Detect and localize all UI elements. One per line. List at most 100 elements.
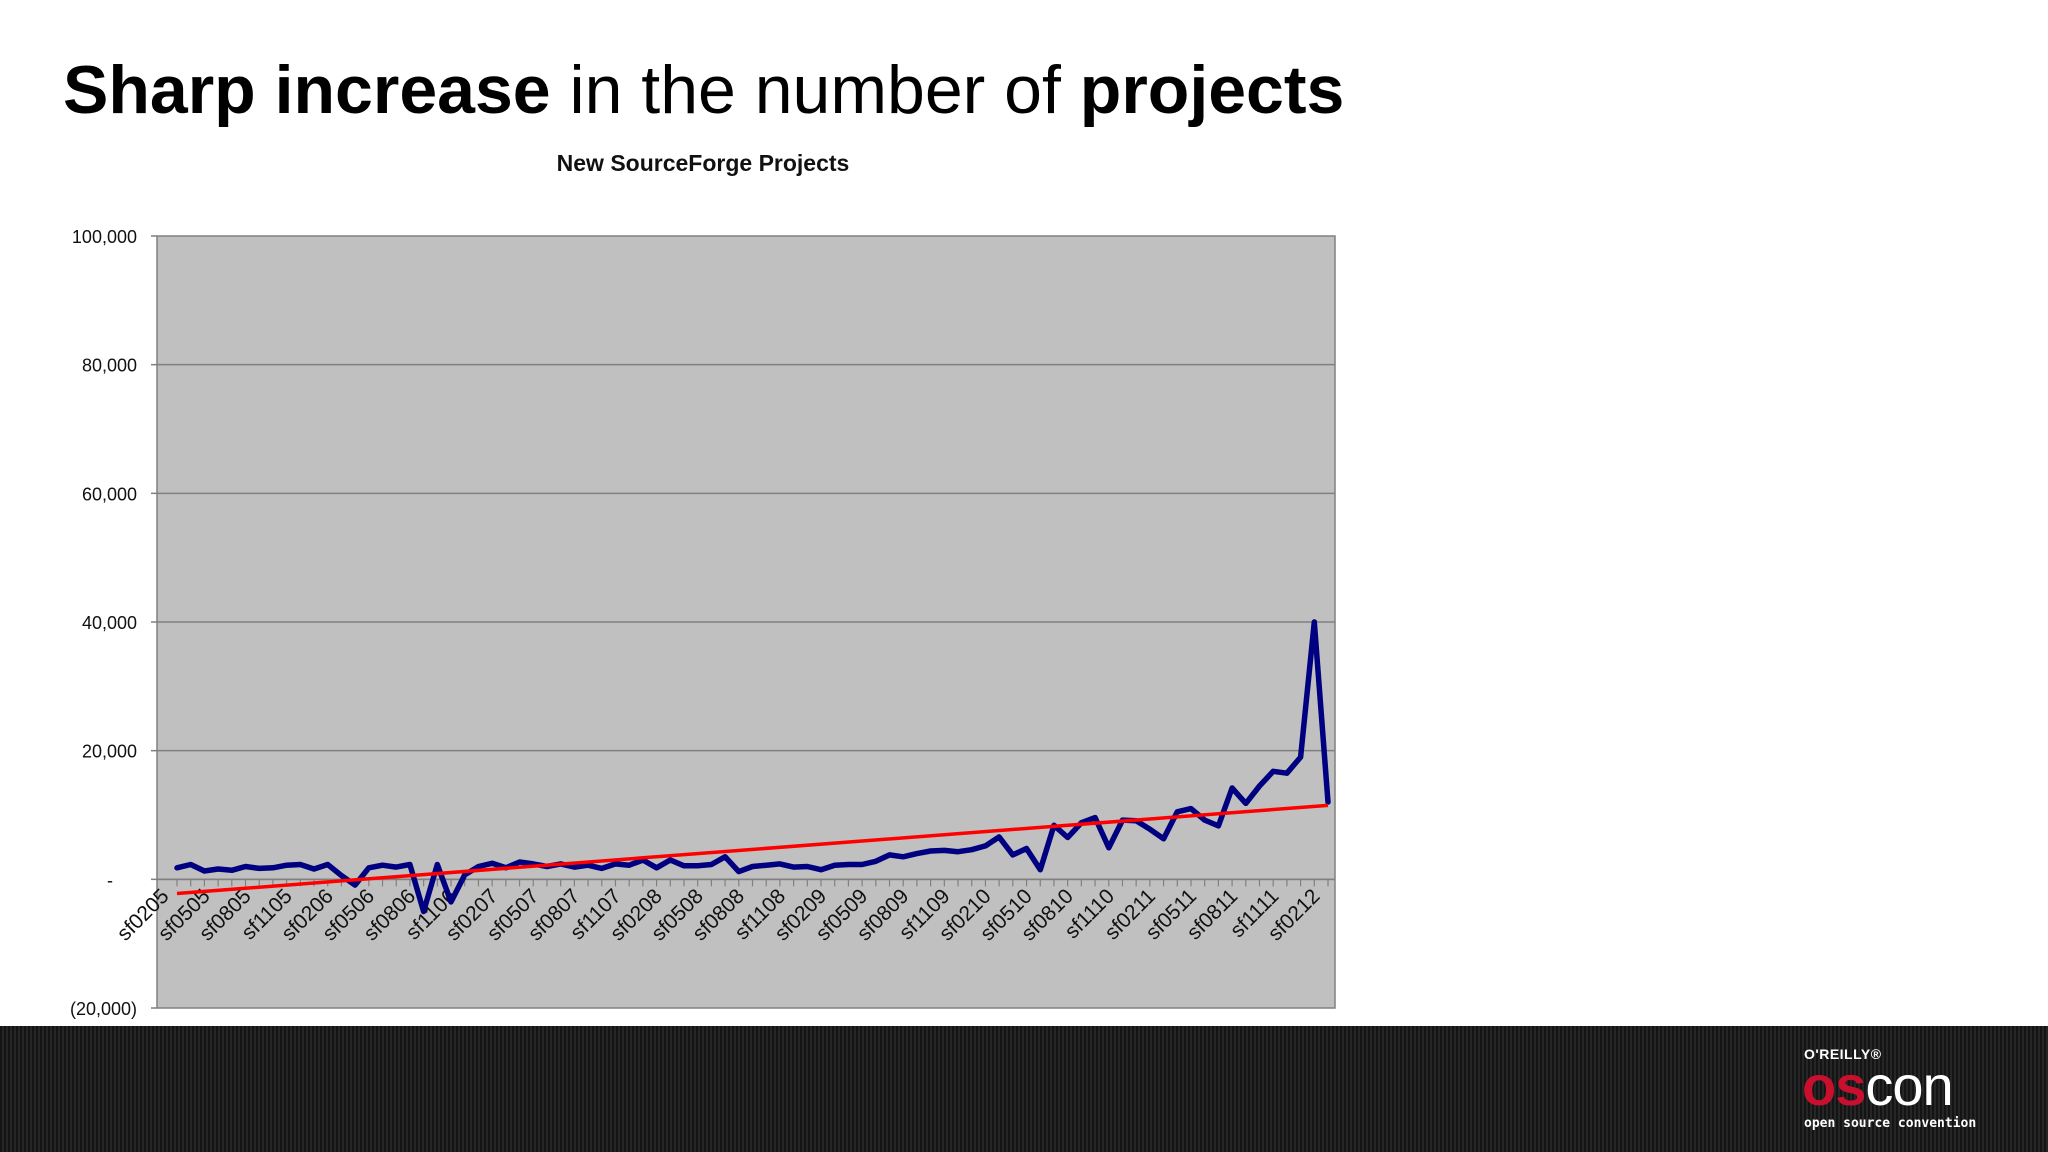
data-point bbox=[573, 866, 576, 868]
series-layer bbox=[174, 619, 1331, 915]
data-point bbox=[929, 850, 932, 852]
data-point bbox=[957, 850, 959, 853]
data-point bbox=[326, 863, 329, 866]
y-tick-label: 80,000 bbox=[82, 356, 137, 376]
data-point bbox=[1245, 802, 1247, 805]
y-axis: 100,000 80,000 60,000 40,000 20,000 - (20,000) bbox=[70, 227, 157, 1019]
data-point bbox=[888, 854, 891, 856]
logo-con: con bbox=[1865, 1054, 1953, 1117]
sourceforge-projects-chart: New SourceForge Projects 100,000 80,000 60… bbox=[70, 150, 1336, 1019]
data-point bbox=[628, 864, 630, 866]
data-point bbox=[203, 870, 206, 872]
data-point bbox=[998, 836, 1000, 838]
data-point bbox=[176, 867, 178, 869]
data-point bbox=[738, 870, 740, 873]
data-point bbox=[820, 868, 822, 871]
data-point bbox=[313, 868, 315, 870]
data-point bbox=[231, 869, 233, 872]
data-point bbox=[902, 856, 904, 858]
data-point bbox=[1039, 868, 1042, 871]
data-point bbox=[1203, 819, 1206, 821]
slide-title: Sharp increase in the number of projects bbox=[63, 42, 1344, 138]
data-point bbox=[1162, 838, 1165, 840]
oscon-wordmark: oscon bbox=[1802, 1054, 1954, 1117]
data-point bbox=[285, 864, 288, 866]
y-tick-label: 60,000 bbox=[82, 484, 137, 504]
data-point bbox=[395, 866, 398, 868]
data-point bbox=[683, 865, 685, 867]
data-point bbox=[1231, 787, 1233, 789]
y-tick-label: 20,000 bbox=[82, 742, 137, 762]
data-point bbox=[970, 848, 973, 851]
data-point bbox=[436, 863, 439, 866]
chart-title: New SourceForge Projects bbox=[557, 150, 850, 176]
data-point bbox=[1012, 854, 1014, 856]
data-point bbox=[340, 874, 343, 877]
data-point bbox=[943, 849, 946, 852]
data-point bbox=[217, 868, 219, 870]
data-point bbox=[1094, 816, 1096, 819]
data-point bbox=[450, 901, 452, 903]
data-point bbox=[491, 862, 494, 865]
data-point bbox=[1190, 807, 1192, 810]
data-point bbox=[1272, 770, 1274, 773]
data-point bbox=[1313, 621, 1316, 623]
y-tick-label: - bbox=[107, 870, 113, 890]
data-point bbox=[518, 861, 521, 863]
trend-line bbox=[176, 803, 1329, 896]
data-point bbox=[765, 864, 767, 866]
data-point bbox=[409, 863, 411, 866]
data-point bbox=[916, 852, 918, 855]
data-point bbox=[1286, 772, 1288, 774]
data-point bbox=[614, 863, 617, 865]
data-point bbox=[422, 910, 425, 913]
title-bold-increase: Sharp increase bbox=[63, 52, 551, 128]
oreilly-wordmark: O'REILLY® bbox=[1804, 1046, 1882, 1062]
data-point bbox=[833, 864, 836, 866]
data-point bbox=[1025, 847, 1028, 850]
title-bold-projects: projects bbox=[1079, 52, 1345, 128]
data-point bbox=[381, 864, 384, 866]
data-point bbox=[601, 867, 603, 870]
y-tick-label: 100,000 bbox=[72, 227, 137, 247]
footer-bar: O'REILLY® oscon open source convention bbox=[0, 1026, 2048, 1152]
data-point bbox=[368, 867, 370, 869]
oscon-logo: O'REILLY® oscon open source convention bbox=[1802, 1046, 2004, 1136]
data-point bbox=[1327, 801, 1329, 803]
data-point bbox=[806, 865, 809, 868]
data-point bbox=[669, 859, 672, 861]
data-point bbox=[532, 863, 535, 865]
data-point bbox=[189, 863, 192, 866]
data-point bbox=[875, 860, 877, 863]
data-point bbox=[1258, 785, 1261, 787]
y-tick-label: (20,000) bbox=[70, 999, 137, 1019]
data-point bbox=[1176, 811, 1179, 813]
data-point bbox=[1217, 825, 1220, 827]
data-point bbox=[354, 884, 356, 886]
data-point bbox=[861, 863, 863, 866]
data-point bbox=[710, 863, 713, 866]
logo-os: os bbox=[1802, 1054, 1866, 1117]
data-point bbox=[464, 874, 466, 876]
data-point bbox=[258, 867, 261, 870]
data-point bbox=[244, 865, 247, 868]
data-point bbox=[272, 867, 274, 869]
data-point bbox=[792, 866, 795, 868]
data-point bbox=[751, 865, 754, 868]
data-point bbox=[1299, 756, 1302, 758]
data-point bbox=[587, 864, 589, 866]
data-point bbox=[477, 865, 480, 868]
data-point bbox=[847, 863, 850, 866]
data-point bbox=[1108, 847, 1110, 849]
data-point bbox=[779, 863, 781, 865]
title-middle-text: in the number of bbox=[550, 52, 1080, 128]
data-point bbox=[724, 856, 726, 858]
data-point bbox=[696, 865, 699, 867]
data-point bbox=[1066, 836, 1069, 839]
data-point bbox=[299, 863, 302, 866]
data-point bbox=[984, 845, 987, 847]
y-tick-label: 40,000 bbox=[82, 613, 137, 633]
logo-tagline: open source convention bbox=[1804, 1116, 1977, 1131]
data-point bbox=[1149, 828, 1151, 830]
data-point bbox=[642, 859, 644, 861]
